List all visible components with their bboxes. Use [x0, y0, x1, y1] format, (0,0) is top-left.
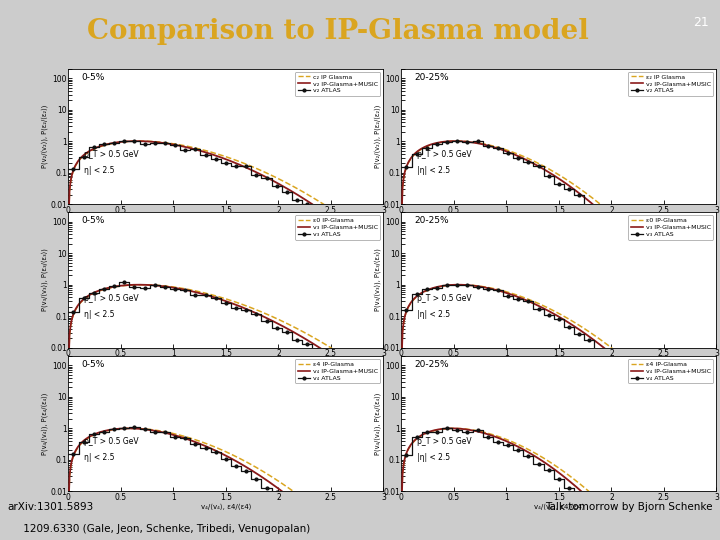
Legend: ε4 IP-Glasma, v₄ IP-Glasma+MUSIC, v₄ ATLAS: ε4 IP-Glasma, v₄ IP-Glasma+MUSIC, v₄ ATL…	[295, 359, 380, 383]
Text: 0-5%: 0-5%	[81, 73, 104, 82]
Y-axis label: P(v₂/⟨v₂⟩), P(ε₂/⟨ε₂⟩): P(v₂/⟨v₂⟩), P(ε₂/⟨ε₂⟩)	[374, 105, 381, 168]
Legend: ε0 IP-Glasma, v₃ IP-Glasma+MUSIC, v₃ ATLAS: ε0 IP-Glasma, v₃ IP-Glasma+MUSIC, v₃ ATL…	[295, 215, 380, 240]
Text: 20-25%: 20-25%	[414, 217, 449, 225]
Text: Talk tomorrow by Bjorn Schenke: Talk tomorrow by Bjorn Schenke	[545, 502, 713, 512]
Text: |η| < 2.5: |η| < 2.5	[417, 310, 450, 319]
Y-axis label: P(v₄/⟨v₄⟩), P(ε₄/⟨ε₄⟩): P(v₄/⟨v₄⟩), P(ε₄/⟨ε₄⟩)	[374, 393, 381, 455]
X-axis label: v₃/⟨v₃⟩, ε3/⟨ε3⟩: v₃/⟨v₃⟩, ε3/⟨ε3⟩	[201, 360, 251, 367]
Text: |η| < 2.5: |η| < 2.5	[417, 166, 450, 175]
Text: arXiv:1301.5893: arXiv:1301.5893	[7, 502, 94, 512]
Text: η| < 2.5: η| < 2.5	[84, 166, 114, 175]
X-axis label: v₂/⟨v₂⟩, c₂/⟨c₂⟩: v₂/⟨v₂⟩, c₂/⟨c₂⟩	[202, 217, 250, 223]
Text: p_T > 0.5 GeV: p_T > 0.5 GeV	[417, 294, 472, 302]
X-axis label: v₃/⟨v₃⟩, ε3/⟨ε2⟩: v₃/⟨v₃⟩, ε3/⟨ε2⟩	[534, 360, 584, 367]
Legend: ε0 IP-Glasma, v₃ IP-Glasma+MUSIC, v₃ ATLAS: ε0 IP-Glasma, v₃ IP-Glasma+MUSIC, v₃ ATL…	[628, 215, 714, 240]
Legend: ε4 IP-Glasma, v₄ IP-Glasma+MUSIC, v₄ ATLAS: ε4 IP-Glasma, v₄ IP-Glasma+MUSIC, v₄ ATL…	[628, 359, 714, 383]
Y-axis label: P(v₃/⟨v₃⟩), P(ε₃/⟨ε₃⟩): P(v₃/⟨v₃⟩), P(ε₃/⟨ε₃⟩)	[41, 248, 48, 312]
Text: 1209.6330 (Gale, Jeon, Schenke, Tribedi, Venugopalan): 1209.6330 (Gale, Jeon, Schenke, Tribedi,…	[7, 524, 310, 534]
X-axis label: v₄/⟨v₄⟩, ε4/⟨ε4⟩: v₄/⟨v₄⟩, ε4/⟨ε4⟩	[534, 504, 584, 510]
Text: 20-25%: 20-25%	[414, 360, 449, 369]
Y-axis label: P(v₂/⟨v₂⟩), P(ε₂/⟨ε₂⟩): P(v₂/⟨v₂⟩), P(ε₂/⟨ε₂⟩)	[41, 105, 48, 168]
Text: Comparison to IP-Glasma model: Comparison to IP-Glasma model	[87, 17, 590, 45]
Text: 0-5%: 0-5%	[81, 360, 104, 369]
Text: 21: 21	[693, 16, 709, 29]
Text: p_T > 0.5 GeV: p_T > 0.5 GeV	[84, 294, 139, 302]
X-axis label: v₄/⟨v₄⟩, ε4/⟨ε4⟩: v₄/⟨v₄⟩, ε4/⟨ε4⟩	[201, 504, 251, 510]
Text: η| < 2.5: η| < 2.5	[84, 310, 114, 319]
X-axis label: v₂/⟨v₂⟩, ε₂/⟨ε₂⟩: v₂/⟨v₂⟩, ε₂/⟨ε₂⟩	[535, 217, 582, 223]
Text: 20-25%: 20-25%	[414, 73, 449, 82]
Y-axis label: P(v₃/⟨v₃⟩), P(ε₃/⟨ε₃⟩): P(v₃/⟨v₃⟩), P(ε₃/⟨ε₃⟩)	[374, 248, 381, 312]
Text: η| < 2.5: η| < 2.5	[84, 454, 114, 462]
Legend: ε₂ IP Glasma, v₂ IP-Glasma+MUSIC, v₂ ATLAS: ε₂ IP Glasma, v₂ IP-Glasma+MUSIC, v₂ ATL…	[628, 72, 714, 96]
Y-axis label: P(v₄/⟨v₄⟩), P(ε₄/⟨ε₄⟩): P(v₄/⟨v₄⟩), P(ε₄/⟨ε₄⟩)	[41, 393, 48, 455]
Legend: c₂ IP Glasma, v₂ IP-Glasma+MUSIC, v₂ ATLAS: c₂ IP Glasma, v₂ IP-Glasma+MUSIC, v₂ ATL…	[295, 72, 380, 96]
Text: p_T > 0.5 GeV: p_T > 0.5 GeV	[417, 437, 472, 446]
Text: p_T > 0.5 GeV: p_T > 0.5 GeV	[84, 437, 139, 446]
Text: p_T > 0.5 GeV: p_T > 0.5 GeV	[417, 150, 472, 159]
Text: |η| < 2.5: |η| < 2.5	[417, 454, 450, 462]
Text: p_T > 0.5 GeV: p_T > 0.5 GeV	[84, 150, 139, 159]
Text: 0-5%: 0-5%	[81, 217, 104, 225]
